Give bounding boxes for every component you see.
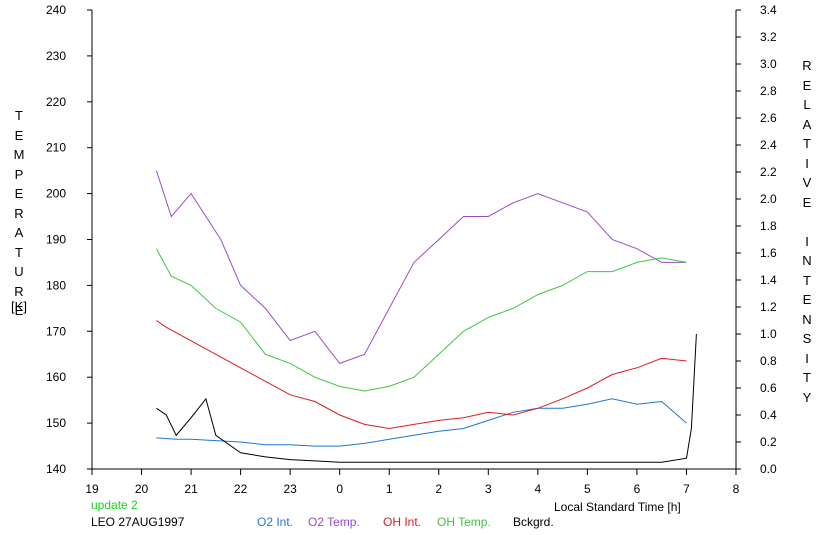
left-tick-label: 240 (46, 3, 66, 17)
left-tick-label: 220 (46, 95, 66, 109)
right-tick-label: 2.0 (760, 192, 777, 206)
x-tick-label: 7 (683, 482, 690, 496)
right-tick-label: 3.4 (760, 3, 777, 17)
right-tick-label: 0.4 (760, 408, 777, 422)
legend-bckgrd: Bckgrd. (513, 515, 554, 529)
left-tick-label: 210 (46, 141, 66, 155)
right-tick-label: 2.8 (760, 84, 777, 98)
axis-title-letter: E (802, 292, 812, 307)
right-tick-label: 0.8 (760, 354, 777, 368)
right-tick-label: 1.8 (760, 219, 777, 233)
axis-title-letter: T (15, 108, 23, 123)
x-tick-label: 8 (733, 482, 740, 496)
x-axis-title: Local Standard Time [h] (554, 500, 681, 514)
right-tick-label: 2.4 (760, 138, 777, 152)
axis-title-letter: P (14, 166, 24, 182)
series-o2-int (156, 398, 687, 447)
series-layer (155, 170, 697, 463)
left-tick-label: 170 (46, 324, 66, 338)
right-ticks: 0.0 0.2 0.4 0.6 0.8 1.0 1.2 1.4 1.6 1.8 2.0 2.2 2.4 2… (736, 3, 777, 476)
axis-title-letter: A (14, 225, 24, 240)
axis-title-letter: E (14, 127, 24, 143)
axis-title-letter: T (803, 370, 811, 385)
axis-title-letter: I (805, 233, 809, 249)
left-tick-label: 180 (46, 278, 66, 292)
legend-oh-temp: OH Temp. (437, 515, 491, 529)
x-ticks: 19 20 21 22 23 0 1 2 3 4 5 6 7 8 (85, 469, 740, 496)
axis-title-letter: T (803, 272, 811, 288)
axis-title-letter: I (805, 155, 809, 171)
right-tick-label: 2.6 (760, 111, 777, 125)
left-tick-label: 150 (46, 416, 66, 430)
axis-title-letter: E (14, 303, 24, 318)
left-tick-label: 200 (46, 187, 66, 201)
x-tick-label: 20 (135, 482, 149, 496)
axis-title-letter: R (14, 283, 24, 299)
right-tick-label: 3.0 (760, 57, 777, 71)
axis-title-letter: R (14, 205, 24, 221)
series-o2-temp (155, 170, 687, 364)
left-ticks: 140 150 160 170 180 190 200 210 220 230 240 (46, 3, 92, 476)
x-tick-label: 3 (485, 482, 492, 496)
left-axis-unit: [K] (11, 299, 27, 314)
axis-title-letter: L (803, 97, 811, 112)
left-tick-label: 160 (46, 370, 66, 384)
axis-title-letter: E (802, 194, 812, 210)
plot-frame (91, 10, 737, 470)
series-bckgrd (156, 333, 697, 463)
axis-title-letter: E (802, 77, 812, 93)
axis-title-letter: Y (802, 389, 812, 405)
right-tick-label: 0.2 (760, 435, 777, 449)
axis-title-letter: S (802, 331, 812, 346)
axis-title-letter: N (802, 253, 812, 268)
right-tick-label: 1.6 (760, 246, 777, 260)
x-tick-label: 6 (634, 482, 641, 496)
right-tick-label: 1.2 (760, 300, 777, 314)
legend-oh-int: OH Int. (383, 515, 422, 529)
axis-title-letter: E (14, 186, 24, 201)
x-tick-label: 21 (184, 482, 198, 496)
series-oh-int (156, 320, 687, 430)
axis-title-letter: I (805, 350, 809, 366)
x-tick-label: 1 (386, 482, 393, 496)
axis-title-letter: T (803, 136, 811, 151)
axis-title-letter: A (802, 116, 812, 132)
right-tick-label: 1.4 (760, 273, 777, 287)
x-tick-label: 0 (336, 482, 343, 496)
x-tick-label: 22 (234, 482, 248, 496)
axis-title-letter: M (13, 147, 25, 162)
right-tick-label: 2.2 (760, 165, 777, 179)
left-tick-label: 140 (46, 462, 66, 476)
right-tick-label: 0.0 (760, 462, 777, 476)
axis-title-letter: V (802, 175, 812, 190)
axis-title-gap (799, 212, 815, 232)
axis-title-letter: U (14, 264, 24, 279)
left-tick-label: 190 (46, 233, 66, 247)
station-date-label: LEO 27AUG1997 (91, 515, 185, 529)
x-tick-label: 19 (85, 482, 99, 496)
series-oh-temp (155, 248, 687, 392)
axis-title-letter: R (802, 58, 812, 73)
right-tick-label: 3.2 (760, 30, 777, 44)
x-tick-label: 23 (283, 482, 297, 496)
axis-title-letter: N (802, 311, 812, 327)
x-tick-label: 4 (535, 482, 542, 496)
x-tick-label: 2 (435, 482, 442, 496)
update-label: update 2 (91, 498, 138, 512)
legend-o2-int: O2 Int. (257, 515, 294, 529)
left-tick-label: 230 (46, 49, 66, 63)
x-tick-label: 5 (584, 482, 591, 496)
legend-o2-temp: O2 Temp. (308, 515, 360, 529)
axis-title-letter: T (15, 244, 23, 260)
right-tick-label: 0.6 (760, 381, 777, 395)
right-tick-label: 1.0 (760, 327, 777, 341)
